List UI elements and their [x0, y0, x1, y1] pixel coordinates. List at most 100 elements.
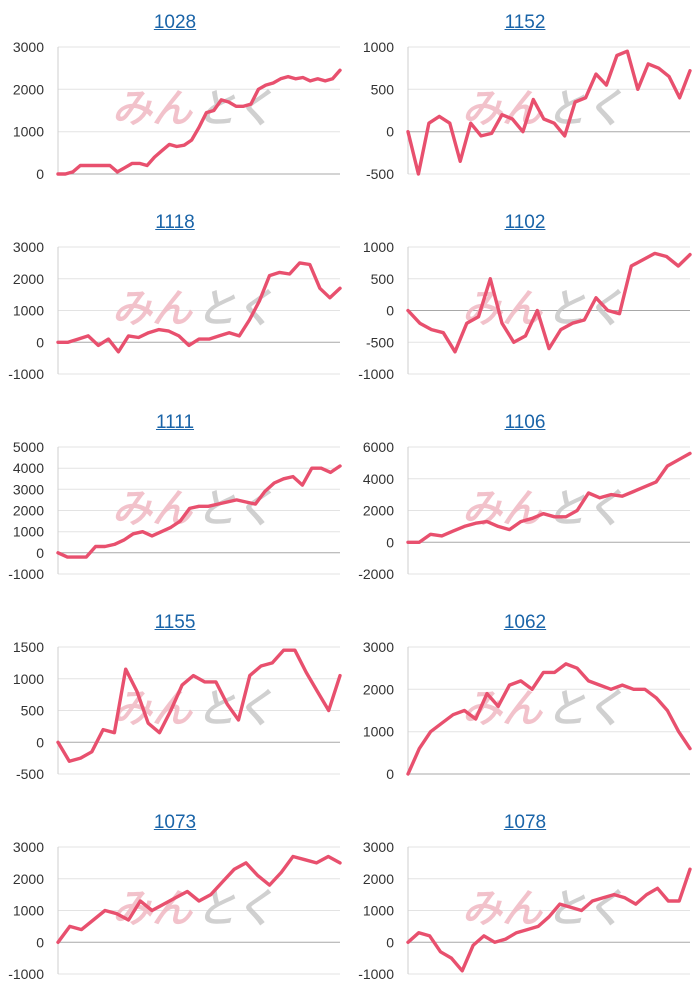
y-tick-label: 500: [21, 703, 45, 719]
chart-title-link[interactable]: 1102: [504, 212, 546, 233]
y-tick-label: 2000: [13, 503, 44, 519]
y-tick-label: 6000: [363, 439, 394, 455]
line-chart: -500 0 500 1000 みん とく: [363, 39, 692, 182]
watermark-text-left: みん: [112, 86, 194, 132]
y-tick-label: 0: [386, 124, 394, 140]
y-tick-label: 3000: [363, 639, 394, 655]
series-line: [56, 464, 342, 559]
watermark-logo: みん とく: [462, 286, 625, 332]
y-tick-label: 4000: [363, 471, 394, 487]
y-tick-label: -500: [366, 334, 394, 350]
series-line: [406, 867, 692, 973]
y-tick-label: 0: [386, 534, 394, 550]
y-tick-label: 1000: [363, 724, 394, 740]
chart-title-link[interactable]: 1073: [153, 812, 197, 833]
y-tick-label: 0: [386, 303, 394, 319]
chart-panel: 1152 -500 0 500 1000 みん とく: [350, 0, 700, 200]
y-tick-label: 1000: [363, 239, 394, 255]
chart-title-link[interactable]: 1111: [155, 412, 195, 433]
series-line: [56, 261, 342, 354]
y-tick-label: 1000: [13, 524, 44, 540]
watermark-text-right: とく: [546, 486, 625, 532]
y-tick-label: 2000: [13, 271, 44, 287]
y-tick-label: 1000: [13, 303, 44, 319]
y-tick-label: 1000: [363, 39, 394, 55]
chart-title-link[interactable]: 1118: [155, 212, 195, 233]
chart-panel: 1062 0 1000 2000 3000 みん とく: [350, 600, 700, 800]
watermark-text-right: とく: [196, 86, 275, 132]
watermark-logo: みん とく: [112, 286, 275, 332]
series-line: [406, 662, 692, 776]
y-tick-label: -1000: [358, 966, 394, 982]
chart-title-link[interactable]: 1106: [504, 412, 546, 433]
y-tick-label: 3000: [13, 239, 44, 255]
y-tick-label: -1000: [8, 366, 44, 382]
y-tick-label: 2000: [13, 871, 44, 887]
y-tick-label: 0: [36, 934, 44, 950]
y-tick-label: 2000: [363, 871, 394, 887]
y-tick-label: 5000: [13, 439, 44, 455]
chart-panel: 1078 -1000 0 1000 2000 3000 みん とく: [350, 800, 700, 1000]
watermark-text-left: みん: [462, 886, 544, 932]
y-tick-label: 0: [36, 734, 44, 750]
y-tick-label: 1000: [363, 903, 394, 919]
line-chart: 0 1000 2000 3000 みん とく: [13, 39, 342, 182]
y-tick-label: 1000: [13, 903, 44, 919]
y-tick-label: 0: [36, 545, 44, 561]
y-tick-label: 4000: [13, 460, 44, 476]
watermark-logo: みん とく: [112, 486, 275, 532]
watermark-text-left: みん: [112, 486, 194, 532]
series-line: [56, 68, 342, 176]
y-tick-label: 1000: [13, 671, 44, 687]
chart-panel: 1155 -500 0 500 1000 1500 みん とく: [0, 600, 350, 800]
line-chart: -1000 0 1000 2000 3000 4000 5000 みん とく: [8, 439, 342, 582]
y-tick-label: 2000: [363, 681, 394, 697]
y-tick-label: -1000: [8, 566, 44, 582]
chart-panel: 1118 -1000 0 1000 2000 3000 みん とく: [0, 200, 350, 400]
y-tick-label: 1000: [13, 124, 44, 140]
watermark-logo: みん とく: [112, 86, 275, 132]
line-chart: -1000 -500 0 500 1000 みん とく: [358, 239, 692, 382]
y-tick-label: 0: [386, 934, 394, 950]
chart-title-link[interactable]: 1078: [503, 812, 547, 833]
chart-title-link[interactable]: 1028: [153, 12, 197, 33]
watermark-text-right: とく: [196, 886, 275, 932]
line-chart: 0 1000 2000 3000 みん とく: [363, 639, 692, 782]
series-line: [406, 49, 692, 176]
y-tick-label: 500: [371, 271, 395, 287]
watermark-logo: みん とく: [462, 486, 625, 532]
watermark-text-left: みん: [112, 686, 194, 732]
chart-panel: 1102 -1000 -500 0 500 1000 みん とく: [350, 200, 700, 400]
y-tick-label: 3000: [363, 839, 394, 855]
watermark-logo: みん とく: [112, 686, 275, 732]
y-tick-label: 3000: [13, 481, 44, 497]
y-tick-label: -500: [366, 166, 394, 182]
series-line: [406, 451, 692, 545]
y-tick-label: 0: [386, 766, 394, 782]
line-chart: -1000 0 1000 2000 3000 みん とく: [358, 839, 692, 982]
watermark-text-left: みん: [112, 286, 194, 332]
watermark-logo: みん とく: [462, 686, 625, 732]
chart-title-link[interactable]: 1155: [154, 612, 196, 633]
chart-panel: 1028 0 1000 2000 3000 みん とく: [0, 0, 350, 200]
watermark-text-right: とく: [546, 86, 625, 132]
y-tick-label: -500: [16, 766, 44, 782]
watermark-logo: みん とく: [462, 886, 625, 932]
line-chart: -2000 0 2000 4000 6000 みん とく: [358, 439, 692, 582]
series-line: [56, 854, 342, 945]
chart-title-link[interactable]: 1062: [503, 612, 547, 633]
watermark-text-left: みん: [462, 686, 544, 732]
watermark-text-right: とく: [546, 686, 625, 732]
series-line: [406, 251, 692, 354]
chart-panel: 1073 -1000 0 1000 2000 3000 みん とく: [0, 800, 350, 1000]
y-tick-label: 3000: [13, 39, 44, 55]
chart-title-link[interactable]: 1152: [504, 12, 546, 33]
y-tick-label: 2000: [363, 503, 394, 519]
y-tick-label: 2000: [13, 81, 44, 97]
watermark-logo: みん とく: [462, 86, 625, 132]
y-tick-label: 0: [36, 166, 44, 182]
y-tick-label: -1000: [358, 366, 394, 382]
